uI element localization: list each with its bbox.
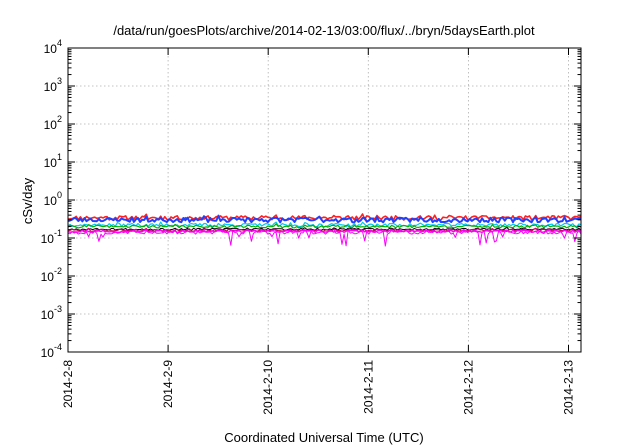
y-tick-label: 102 — [44, 114, 62, 132]
data-series — [67, 213, 582, 247]
x-axis-label: Coordinated Universal Time (UTC) — [224, 430, 423, 445]
x-tick-label: 2014-2-10 — [261, 360, 275, 415]
y-tick-label: 10-2 — [41, 266, 62, 284]
y-axis-label: cSv/day — [20, 177, 35, 224]
x-axis: 2014-2-8 2014-2-9 2014-2-10 2014-2-11 2014-2… — [61, 48, 575, 415]
series-line-8 — [67, 228, 582, 234]
y-tick-label: 10-1 — [41, 228, 62, 246]
y-axis: 10-4 10-3 10-2 10-1 100 101 102 103 104 — [41, 38, 581, 360]
grid — [68, 48, 581, 352]
x-tick-label: 2014-2-11 — [361, 360, 375, 414]
y-tick-label: 100 — [44, 190, 62, 208]
series-line-4 — [67, 223, 582, 229]
y-tick-label: 10-4 — [41, 342, 62, 360]
x-tick-label: 2014-2-9 — [161, 360, 175, 408]
series-line-5 — [67, 228, 582, 247]
x-tick-label: 2014-2-8 — [61, 360, 75, 408]
y-tick-label: 10-3 — [41, 304, 62, 322]
chart-title: /data/run/goesPlots/archive/2014-02-13/0… — [113, 23, 535, 38]
y-tick-label: 103 — [44, 76, 62, 94]
x-tick-label: 2014-2-13 — [561, 360, 575, 415]
series-line-1 — [67, 213, 582, 221]
x-tick-label: 2014-2-12 — [461, 360, 475, 415]
y-tick-label: 104 — [44, 38, 62, 56]
y-tick-label: 101 — [44, 152, 62, 170]
series-line-2 — [67, 214, 582, 224]
